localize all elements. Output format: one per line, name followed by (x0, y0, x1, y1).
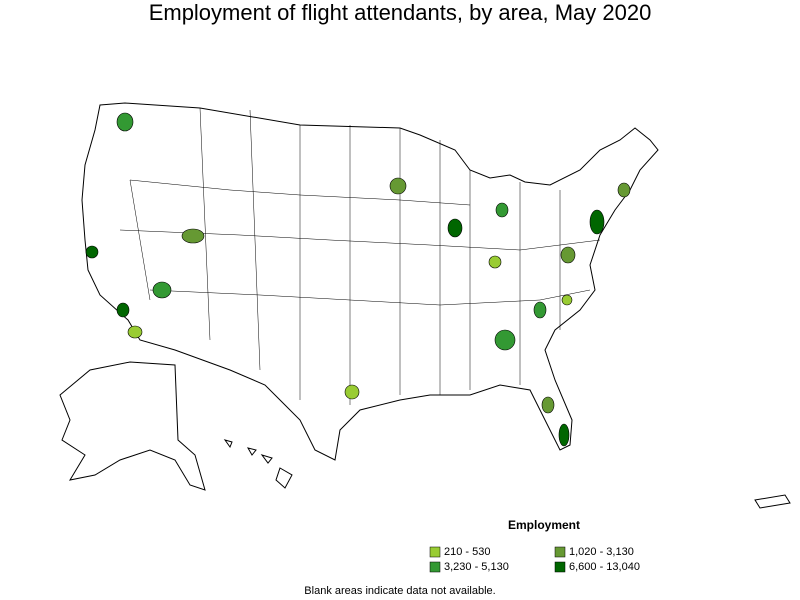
metro-area (344, 384, 360, 400)
metro-area (533, 301, 547, 319)
metro-area (495, 202, 509, 218)
legend-swatch (554, 546, 566, 558)
puerto-rico (754, 494, 791, 509)
metro-area (561, 294, 573, 306)
metro-area (152, 281, 172, 299)
legend-title: Employment (508, 518, 580, 532)
metro-area (181, 228, 205, 244)
legend: Employment 210 - 530 1,020 - 3,130 3,230 -… (429, 518, 640, 573)
metro-area (560, 246, 576, 264)
legend-label: 6,600 - 13,040 (569, 561, 640, 573)
legend-label: 210 - 530 (444, 546, 490, 558)
metro-area (589, 209, 605, 235)
metro-area (116, 302, 130, 318)
metro-area (494, 329, 516, 351)
legend-label: 3,230 - 5,130 (444, 561, 509, 573)
legend-label: 1,020 - 3,130 (569, 546, 634, 558)
legend-swatch (429, 561, 441, 573)
metro-areas (85, 112, 631, 447)
footnote: Blank areas indicate data not available. (304, 585, 495, 597)
legend-swatch (554, 561, 566, 573)
metro-area (389, 177, 407, 195)
state-borders (119, 107, 601, 405)
legend-swatch (429, 546, 441, 558)
metro-area (447, 218, 463, 238)
metro-area (127, 325, 143, 339)
map-title: Employment of flight attendants, by area… (149, 0, 652, 25)
metro-area (85, 245, 99, 259)
alaska (59, 361, 206, 491)
us-map (59, 102, 791, 509)
metro-area (558, 423, 570, 447)
metro-area (541, 396, 555, 414)
metro-area (617, 182, 631, 198)
metro-area (116, 112, 134, 132)
metro-area (488, 255, 502, 269)
contiguous-us (81, 102, 659, 461)
hawaii (223, 439, 293, 489)
